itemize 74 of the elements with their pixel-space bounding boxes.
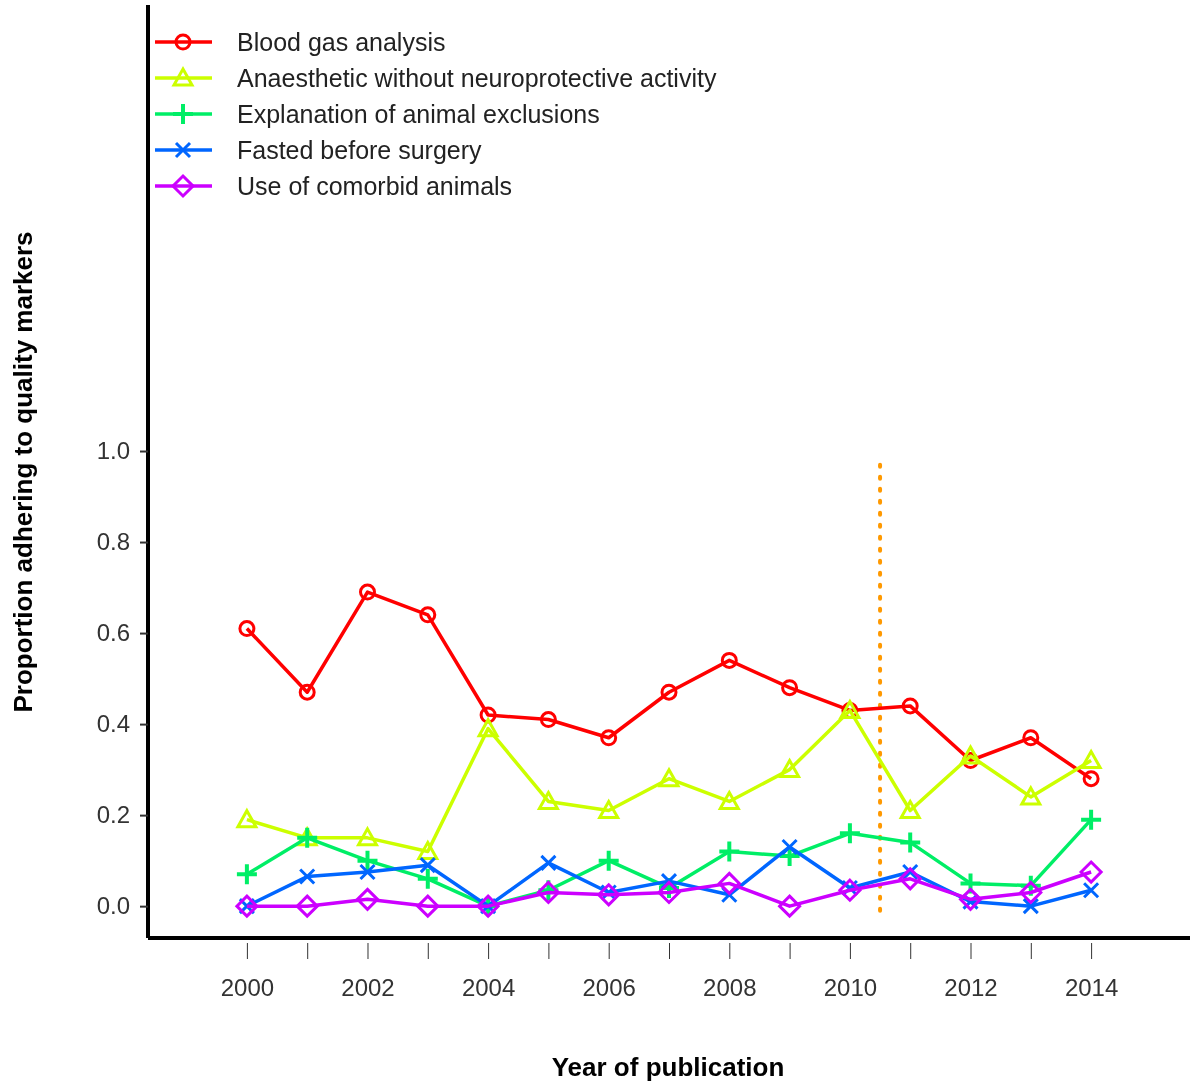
point	[958, 871, 983, 896]
point	[236, 809, 258, 829]
point	[359, 863, 376, 881]
x-tick-label: 2006	[582, 974, 636, 1002]
point	[298, 868, 316, 886]
legend-label: Anaesthetic without neuroprotective activity	[237, 64, 717, 92]
point	[419, 856, 437, 874]
x-tick-label: 2002	[341, 974, 395, 1002]
point	[901, 697, 919, 715]
point	[1080, 750, 1102, 769]
x-tick-label: 2014	[1064, 974, 1119, 1002]
point	[238, 620, 256, 638]
point	[657, 880, 681, 904]
point	[596, 848, 621, 873]
y-tick-label: 1.0	[96, 437, 130, 465]
point	[717, 871, 741, 895]
point	[779, 759, 801, 779]
legend-label: Fasted before surgery	[237, 136, 483, 164]
point	[658, 768, 680, 788]
x-tick-label: 2012	[944, 974, 998, 1002]
point	[598, 800, 620, 820]
point	[718, 790, 740, 810]
point	[1082, 770, 1100, 788]
x-tick-label: 2004	[461, 974, 516, 1002]
point	[959, 887, 982, 911]
point	[295, 894, 319, 918]
point	[597, 883, 621, 907]
point	[898, 830, 923, 855]
x-tick-label: 2000	[220, 974, 275, 1002]
point	[539, 711, 557, 729]
y-tick-label: 0.0	[96, 892, 130, 920]
point	[1079, 860, 1103, 884]
point	[1079, 807, 1104, 832]
point	[781, 838, 799, 856]
point	[837, 821, 862, 846]
point	[298, 683, 316, 701]
point	[600, 729, 618, 747]
y-tick-label: 0.6	[96, 619, 130, 647]
point	[416, 894, 440, 918]
point	[1022, 729, 1040, 747]
point	[477, 718, 499, 738]
legend-label: Use of comorbid animals	[237, 172, 513, 200]
point	[415, 866, 440, 891]
point	[417, 841, 439, 861]
point	[1019, 880, 1043, 904]
point	[778, 894, 802, 918]
point	[720, 651, 738, 669]
point	[234, 862, 259, 887]
x-tick-label: 2010	[823, 974, 878, 1002]
point	[1082, 881, 1100, 899]
point	[781, 679, 799, 697]
legend-label: Blood gas analysis	[237, 28, 446, 56]
point	[660, 683, 678, 701]
legend-label: Explanation of animal exclusions	[237, 100, 600, 128]
y-tick-label: 0.2	[96, 801, 130, 829]
point	[898, 867, 922, 891]
point	[960, 745, 981, 765]
x-tick-label: 2008	[703, 974, 757, 1002]
y-tick-label: 0.4	[96, 710, 130, 738]
point	[717, 839, 742, 864]
x-axis-title: Year of publication	[551, 1052, 785, 1082]
y-tick-label: 0.8	[96, 528, 130, 556]
point	[1022, 897, 1040, 915]
point	[356, 887, 379, 911]
y-axis-title: Proportion adhering to quality markers	[8, 231, 38, 713]
point	[1020, 786, 1042, 806]
point	[899, 800, 921, 820]
point	[838, 878, 862, 902]
point	[355, 848, 380, 873]
point	[357, 827, 378, 847]
point	[537, 790, 559, 810]
point	[419, 606, 437, 624]
point	[539, 854, 557, 872]
point	[359, 583, 376, 601]
